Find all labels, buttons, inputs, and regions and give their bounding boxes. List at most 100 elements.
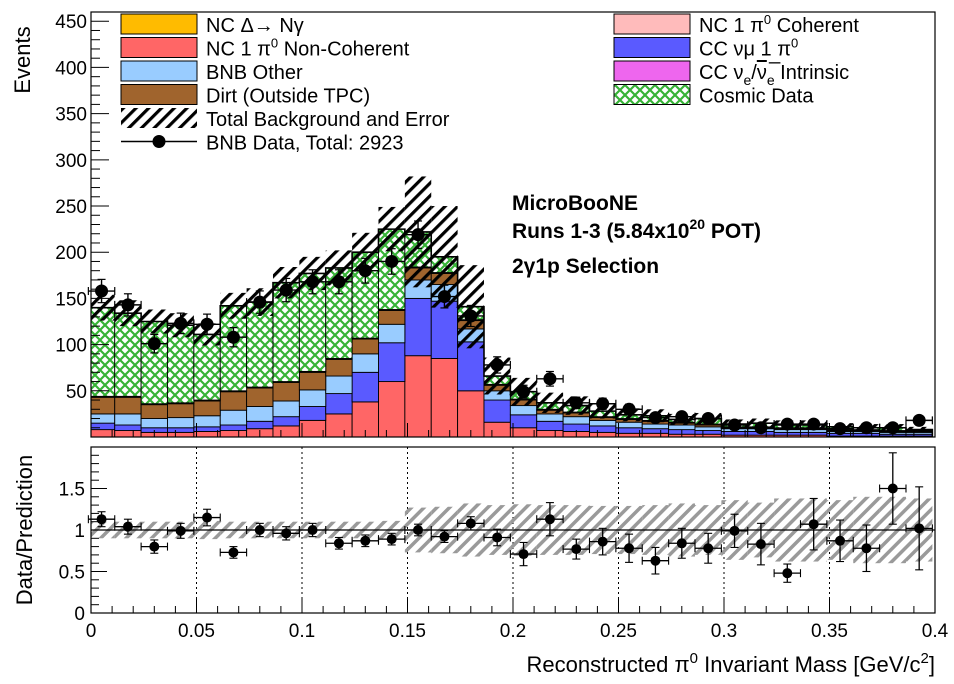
x-axis-label: Reconstructed π0 Invariant Mass [GeV/c2] [527,650,936,677]
data-marker [437,290,451,304]
bar [91,307,116,397]
legend-label: CC νe/νe̅ Intrinsic [699,61,849,88]
data-point [377,248,406,275]
legend-label: NC 1 π0 Coherent [699,12,859,37]
data-point [325,269,353,295]
ratio-marker [597,536,608,547]
ratio-marker [518,549,529,560]
legend-label: NC 1 π0 Non-Coherent [206,36,410,61]
data-marker [728,418,742,432]
ratio-marker [465,518,476,529]
y-tick-label: 300 [55,151,87,172]
bar [589,425,617,433]
ratio-y-tick-label: 1 [74,521,85,542]
ratio-point [773,563,802,583]
data-marker [332,275,346,289]
ratio-marker [544,514,555,525]
bar [272,400,300,418]
bar [404,297,432,357]
bar [114,312,142,397]
data-point [562,396,591,410]
bar [114,424,142,431]
ratio-point [483,528,511,547]
exposure-label: Runs 1-3 (5.84x1020 POT) [512,216,761,243]
data-point [905,413,933,427]
ratio-y-tick-label: 1.5 [59,480,85,501]
ratio-point [404,523,432,537]
ratio-point [826,519,854,563]
data-marker [490,358,504,372]
bar [483,421,511,437]
bar [167,403,195,419]
ratio-marker [122,521,133,532]
x-tick-label: 0.2 [500,621,526,642]
legend-label: Total Background and Error [206,109,450,131]
data-marker [253,295,267,309]
bar [219,409,248,426]
data-marker [174,316,188,330]
bar [351,353,379,373]
bar [219,430,248,437]
data-point [879,421,907,435]
bar [246,406,274,422]
bar [298,371,327,391]
data-point [219,327,248,348]
data-point [694,412,722,426]
x-tick-label: 0.1 [289,621,315,642]
data-marker [121,298,135,312]
ratio-marker [254,525,265,535]
x-tick-label: 0 [86,621,97,642]
legend-swatch [120,13,198,35]
error-band-bin [905,426,933,433]
data-marker [912,413,926,427]
bar [91,422,116,431]
bar [404,355,432,437]
data-point [430,284,459,309]
bar [351,371,379,403]
ratio-marker [149,541,160,552]
data-point [140,333,169,354]
legend-swatch [120,60,198,82]
bar [694,430,722,435]
ratio-point [509,541,538,567]
bar [298,406,327,421]
legend-swatch [613,84,691,105]
data-point [166,312,195,335]
data-point [404,220,432,249]
data-marker [596,397,610,411]
error-band-bin [589,403,616,419]
data-marker [306,275,320,289]
data-marker [279,283,293,297]
bar [193,400,221,417]
ratio-point [747,522,775,566]
bar [720,431,749,436]
legend-label: BNB Data, Total: 2923 [206,133,404,155]
data-point [509,384,538,399]
ratio-marker [281,528,292,539]
data-marker [95,284,109,298]
legend-label: NC Δ→ Nγ [206,15,304,37]
data-marker [569,396,583,410]
bar [114,413,142,426]
y-tick-label: 400 [55,58,87,79]
bar [378,323,406,344]
data-point [668,410,696,424]
data-marker [859,421,873,435]
data-marker [226,330,240,344]
x-tick-label: 0.3 [711,621,737,642]
legend-swatch [613,13,691,35]
bar [483,399,511,423]
bar [615,427,643,434]
label-tail: ] [929,652,935,677]
ratio-point [562,538,591,560]
data-marker [411,228,425,242]
ratio-point [325,536,353,550]
ratio-marker [650,555,661,566]
data-marker [648,411,662,425]
data-marker [833,422,847,436]
bar [114,430,142,437]
ratio-marker [492,532,503,543]
ratio-marker [439,531,450,542]
data-marker [543,372,557,386]
